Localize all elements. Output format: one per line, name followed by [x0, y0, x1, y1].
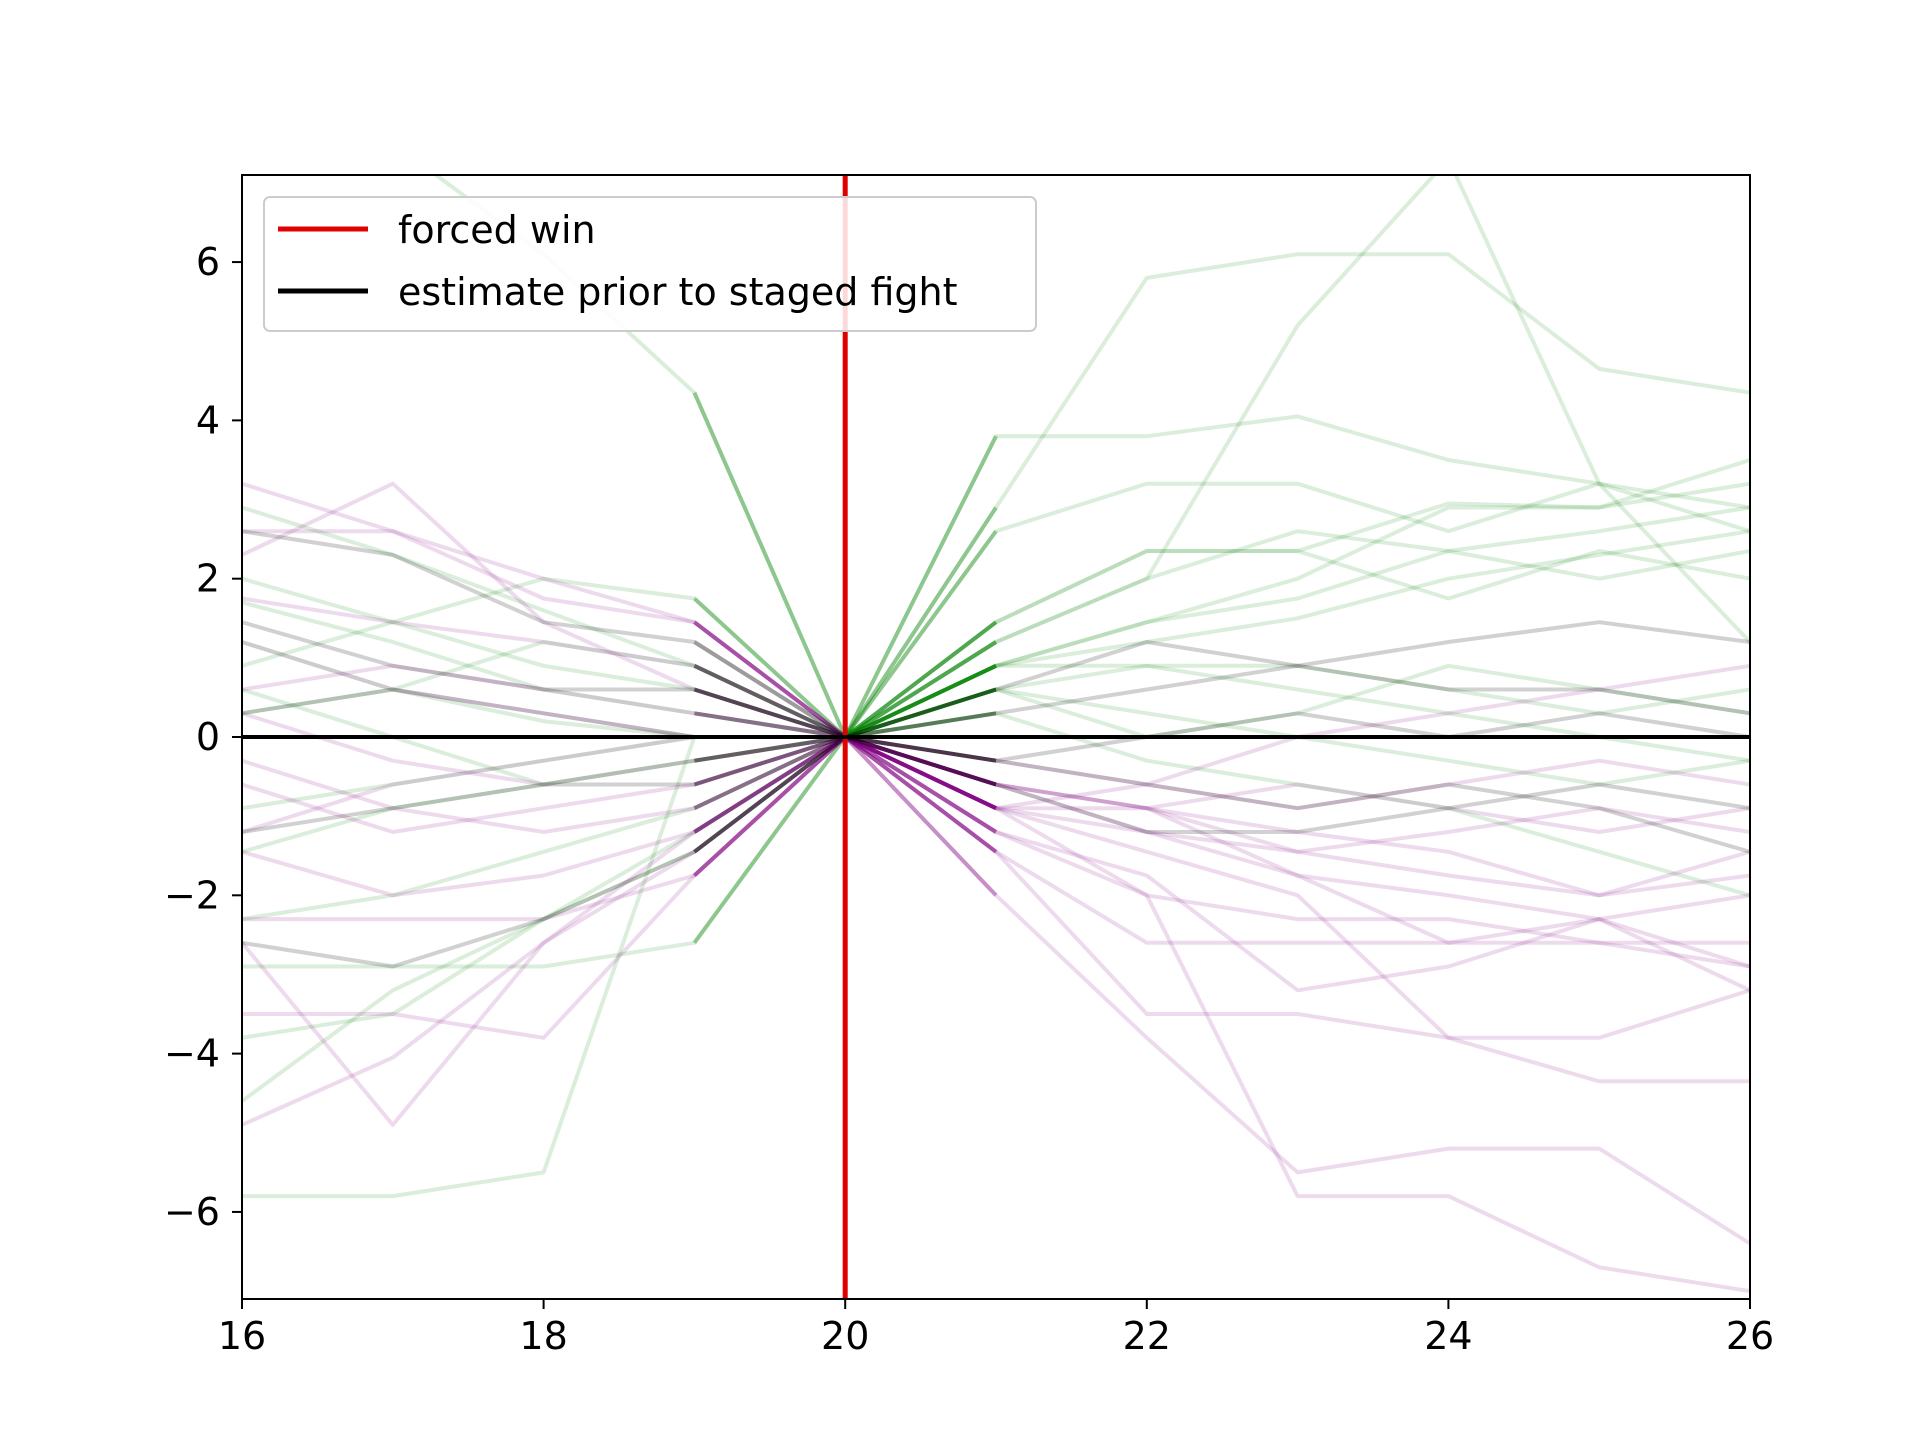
y-tick-label: 4: [196, 398, 220, 442]
trajectory-line-loser-19: [242, 711, 1750, 1040]
trajectory-line-winner-8: [242, 414, 1750, 1199]
legend-label-forced-win: forced win: [398, 208, 596, 252]
x-tick-label: 26: [1726, 1314, 1774, 1358]
trajectory-line-loser-18: [242, 640, 1750, 969]
trajectory-line-winner-5: [242, 252, 1750, 811]
trajectory-line-winner-15: [242, 640, 1750, 763]
legend: forced win estimate prior to staged figh…: [263, 196, 1037, 332]
trajectory-line-winner-4: [242, 505, 1750, 787]
trajectory-line-loser-28: [242, 663, 1750, 834]
y-axis: −6 −4 −2 0 2 4 6: [164, 240, 242, 1234]
trajectory-line-winner-3: [242, 640, 1750, 739]
trajectory-line-loser-20: [242, 735, 1750, 1084]
y-tick-label: 2: [196, 557, 220, 601]
trajectory-line-winner-10: [242, 481, 1750, 969]
trajectory-line-loser-27: [242, 663, 1750, 898]
trajectory-line-loser-24: [242, 735, 1750, 1127]
y-tick-label: −4: [164, 1032, 220, 1076]
x-tick-label: 22: [1123, 1314, 1171, 1358]
trajectory-line-winner-14: [242, 549, 1750, 854]
trajectory-line-loser-29: [242, 481, 1750, 993]
trajectory-line-estimate-32: [242, 735, 1750, 854]
trajectory-line-loser-16: [242, 529, 1750, 898]
trajectory-line-loser-17: [242, 596, 1750, 969]
trajectory-line-loser-25: [242, 481, 1750, 811]
trajectory-line-loser-21: [242, 735, 1750, 1246]
trajectory-line-winner-13: [242, 576, 1750, 739]
legend-box: [263, 196, 1037, 332]
reference-lines: [242, 175, 1750, 1299]
y-tick-label: −6: [164, 1190, 220, 1234]
trajectory-line-winner-12: [242, 620, 1750, 898]
trajectory-line-winner-1: [242, 458, 1750, 739]
trajectory-line-loser-30: [242, 735, 1750, 834]
trajectory-line-winner-2: [242, 529, 1750, 739]
trajectory-line-loser-26: [242, 735, 1750, 1127]
x-tick-label: 24: [1424, 1314, 1472, 1358]
y-tick-label: −2: [164, 873, 220, 917]
x-tick-label: 18: [519, 1314, 567, 1358]
trajectory-line-estimate-33: [242, 529, 1750, 739]
x-axis: 16 18 20 22 24 26: [218, 1299, 1774, 1358]
trajectory-line-winner-6: [242, 687, 1750, 922]
trajectory-line-estimate-34: [242, 735, 1750, 969]
trajectory-line-loser-22: [242, 735, 1750, 945]
y-tick-label: 6: [196, 240, 220, 284]
trajectory-line-winner-7: [242, 529, 1750, 1040]
trajectory-line-winner-9: [242, 481, 1750, 1103]
legend-label-estimate: estimate prior to staged fight: [398, 270, 958, 314]
x-tick-label: 16: [218, 1314, 266, 1358]
trajectory-line-loser-23: [242, 735, 1750, 1294]
trajectory-line-estimate-31: [242, 620, 1750, 739]
y-tick-label: 0: [196, 715, 220, 759]
trajectory-line-estimate-35: [242, 687, 1750, 763]
x-tick-label: 20: [821, 1314, 869, 1358]
